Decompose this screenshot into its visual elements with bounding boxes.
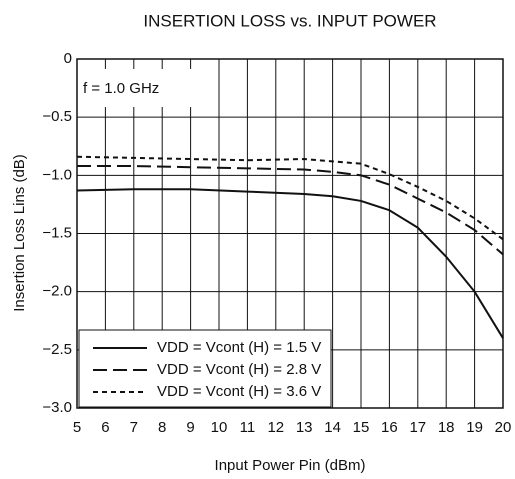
- legend-box: [78, 329, 332, 408]
- x-tick-label: 18: [438, 419, 455, 436]
- y-tick-label: −0.5: [42, 108, 72, 125]
- x-tick-label: 15: [353, 419, 370, 436]
- annotation: f = 1.0 GHz: [83, 80, 159, 97]
- legend-label: VDD = Vcont (H) = 3.6 V: [157, 383, 321, 400]
- x-tick-label: 14: [324, 419, 341, 436]
- x-tick-label: 8: [158, 419, 166, 436]
- x-tick-label: 6: [101, 419, 109, 436]
- x-tick-label: 16: [381, 419, 398, 436]
- x-tick-label: 13: [296, 419, 313, 436]
- x-tick-label: 10: [211, 419, 228, 436]
- y-axis-label: Insertion Loss Lins (dB): [11, 154, 28, 312]
- x-tick-label: 19: [466, 419, 483, 436]
- series-line: [76, 188, 504, 339]
- x-tick-label: 7: [130, 419, 138, 436]
- x-tick-label: 20: [495, 419, 512, 436]
- y-tick-label: −3.0: [42, 399, 72, 416]
- x-axis-label: Input Power Pin (dBm): [215, 457, 366, 474]
- x-tick-label: 5: [73, 419, 81, 436]
- x-tick-label: 9: [186, 419, 194, 436]
- x-tick-label: 12: [267, 419, 284, 436]
- series-line: [76, 155, 504, 241]
- x-tick-label: 11: [240, 419, 256, 436]
- annotation-box: [78, 69, 196, 107]
- plot-frame: [76, 58, 504, 409]
- chart-title: INSERTION LOSS vs. INPUT POWER: [143, 11, 436, 30]
- y-tick-label: −2.5: [42, 341, 72, 358]
- legend-label: VDD = Vcont (H) = 2.8 V: [157, 361, 321, 378]
- series-line: [77, 165, 504, 256]
- legend-label: VDD = Vcont (H) = 1.5 V: [157, 339, 321, 356]
- y-tick-label: 0: [64, 50, 72, 67]
- y-tick-label: −1.0: [42, 166, 72, 183]
- x-tick-label: 17: [409, 419, 426, 436]
- y-tick-label: −1.5: [42, 224, 72, 241]
- y-tick-label: −2.0: [42, 283, 72, 300]
